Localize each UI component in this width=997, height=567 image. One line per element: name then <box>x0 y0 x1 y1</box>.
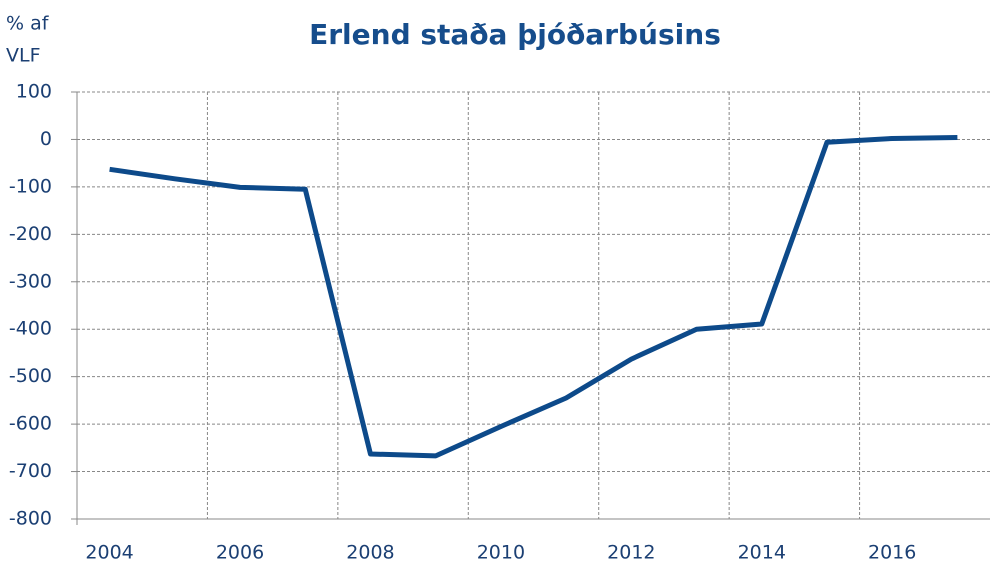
x-tick-label: 2008 <box>346 542 394 564</box>
y-axis-label: VLF <box>6 45 41 67</box>
x-tick-label: 2004 <box>85 542 133 564</box>
y-tick-label: -800 <box>9 508 52 530</box>
y-tick-label: 100 <box>16 81 52 103</box>
x-tick-label: 2006 <box>216 542 264 564</box>
x-tick-label: 2012 <box>607 542 655 564</box>
y-tick-label: -600 <box>9 413 52 435</box>
y-axis-label: % af <box>6 13 50 35</box>
y-tick-label: -700 <box>9 460 52 482</box>
chart-title: Erlend staða þjóðarbúsins <box>309 18 721 51</box>
y-tick-label: -200 <box>9 223 52 245</box>
line-series <box>109 135 958 459</box>
x-tick-label: 2014 <box>738 542 786 564</box>
y-tick-label: -500 <box>9 365 52 387</box>
y-tick-label: -400 <box>9 318 52 340</box>
y-tick-label: -300 <box>9 270 52 292</box>
x-tick-label: 2010 <box>477 542 525 564</box>
x-tick-label: 2016 <box>868 542 916 564</box>
y-tick-label: -100 <box>9 175 52 197</box>
y-tick-label: 0 <box>40 128 52 150</box>
